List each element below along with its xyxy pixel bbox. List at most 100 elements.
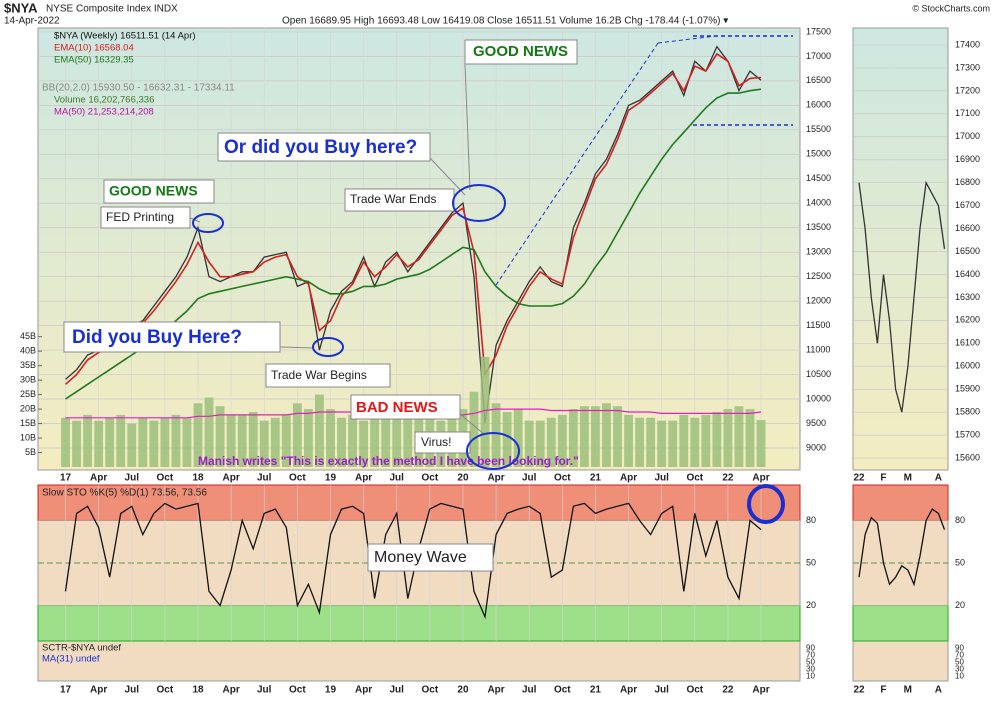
volume-bar xyxy=(215,406,225,467)
volume-bar xyxy=(370,411,380,467)
y-tick-label: 30 xyxy=(955,665,964,674)
y-tick-label: 80 xyxy=(806,515,816,525)
y-tick-label: 16000 xyxy=(955,361,980,371)
trend-line xyxy=(657,35,717,44)
x-tick-label: 22 xyxy=(853,685,865,696)
series-line xyxy=(858,180,946,413)
pointer xyxy=(464,63,471,191)
volume-bar xyxy=(259,420,269,467)
x-tick-label: Oct xyxy=(422,473,439,484)
callout-box xyxy=(103,179,215,204)
x-tick-label: F xyxy=(880,685,886,696)
y-tick-label: 9000 xyxy=(806,442,826,452)
y-tick-label: 40B xyxy=(20,346,36,356)
volume-bar xyxy=(326,409,335,467)
y-tick-label: 30 xyxy=(806,665,815,674)
volume-bar xyxy=(469,391,479,467)
y-tick-label: 30B xyxy=(20,375,36,385)
legend-bb: BB(20,2.0) 15930.50 - 16632.31 - 17334.1… xyxy=(42,83,235,94)
x-tick-label: F xyxy=(880,473,886,484)
y-tick-label: 16400 xyxy=(955,269,980,279)
x-tick-label: 21 xyxy=(590,685,602,696)
volume-bar xyxy=(292,403,302,467)
y-tick-label: 50 xyxy=(806,557,816,567)
sctr-panel xyxy=(37,640,801,682)
y-tick-label: 17200 xyxy=(955,85,980,95)
x-tick-label: Jul xyxy=(654,473,669,484)
volume-bar xyxy=(116,414,126,467)
symbol: $NYA xyxy=(4,0,38,15)
highlight-circle xyxy=(312,337,344,357)
x-tick-label: Apr xyxy=(355,473,372,484)
highlight-circle xyxy=(747,484,785,524)
volume-bar xyxy=(270,417,280,467)
volume-bar xyxy=(237,414,247,467)
y-tick-label: 70 xyxy=(955,651,964,660)
volume-bar xyxy=(348,414,357,467)
volume-bar xyxy=(524,420,534,467)
highlight-circle xyxy=(466,432,520,470)
zoom-panel xyxy=(852,27,949,471)
x-tick-label: Jul xyxy=(125,685,140,696)
x-tick-label: Oct xyxy=(686,685,703,696)
x-tick-label: Apr xyxy=(620,473,637,484)
x-tick-label: Jul xyxy=(389,685,404,696)
x-tick-label: M xyxy=(904,473,912,484)
pointer xyxy=(429,157,466,196)
y-tick-label: 16100 xyxy=(955,338,980,348)
legend: $NYA (Weekly) 16511.51 (14 Apr)EMA(10) 1… xyxy=(54,31,196,118)
volume-bar xyxy=(72,420,81,467)
x-tick-label: Apr xyxy=(223,473,240,484)
x-tick-label: Oct xyxy=(157,473,174,484)
y-tick-label: 50 xyxy=(806,658,815,667)
annotations: GOOD NEWS Or did you Buy here? GOOD NEWS… xyxy=(63,35,793,572)
volume-bar xyxy=(281,414,291,467)
x-tick-label: Apr xyxy=(355,685,372,696)
callout-box xyxy=(100,206,191,229)
x-tick-label: A xyxy=(935,685,942,696)
volume-bar xyxy=(591,406,600,467)
volume-bar xyxy=(613,406,622,467)
annotation: BAD NEWS xyxy=(356,399,438,416)
callout-box xyxy=(217,132,431,162)
volume-bar xyxy=(303,409,313,467)
y-tick-label: 20B xyxy=(20,403,36,413)
zoom-sctr-panel xyxy=(852,640,949,682)
y-tick-label: 17300 xyxy=(955,62,980,72)
volume-bar xyxy=(579,406,589,467)
x-tick-label: Apr xyxy=(487,473,504,484)
y-tick-label: 11500 xyxy=(806,320,830,330)
x-tick-label: Jul xyxy=(522,473,537,484)
x-tick-label: Oct xyxy=(422,685,439,696)
y-tick-label: 50 xyxy=(955,658,964,667)
series-line xyxy=(64,52,762,385)
x-tick-label: Oct xyxy=(554,685,571,696)
y-tick-label: 15500 xyxy=(806,124,831,134)
y-tick-label: 16900 xyxy=(955,154,980,164)
credit: © StockCharts.com xyxy=(912,3,990,13)
x-tick-label: M xyxy=(904,685,912,696)
x-tick-label: Jul xyxy=(125,473,140,484)
x-tick-label: 21 xyxy=(590,473,602,484)
volume-bar xyxy=(723,409,733,467)
volume-bar xyxy=(679,414,689,467)
y-tick-label: 15000 xyxy=(806,149,831,159)
y-tick-label: 13000 xyxy=(806,247,831,257)
volume-bar xyxy=(94,420,104,467)
series-line xyxy=(64,502,762,620)
y-tick-label: 17400 xyxy=(955,39,980,49)
volume-bar xyxy=(734,406,744,467)
volume-bar xyxy=(171,414,181,467)
y-tick-label: 10500 xyxy=(806,369,831,379)
overbought-zone xyxy=(852,484,949,521)
testimonial: Manish writes "This is exactly the metho… xyxy=(198,454,579,468)
annotation: Or did you Buy here? xyxy=(224,137,417,158)
volume-bar xyxy=(535,420,545,467)
x-tick-label: Apr xyxy=(620,685,637,696)
x-tick-label: 20 xyxy=(457,473,469,484)
highlight-circle xyxy=(452,184,506,222)
legend-entry: MA(50) 21,253,214,208 xyxy=(54,107,154,118)
volume-bar xyxy=(193,403,203,467)
y-tick-label: 15B xyxy=(20,418,36,428)
